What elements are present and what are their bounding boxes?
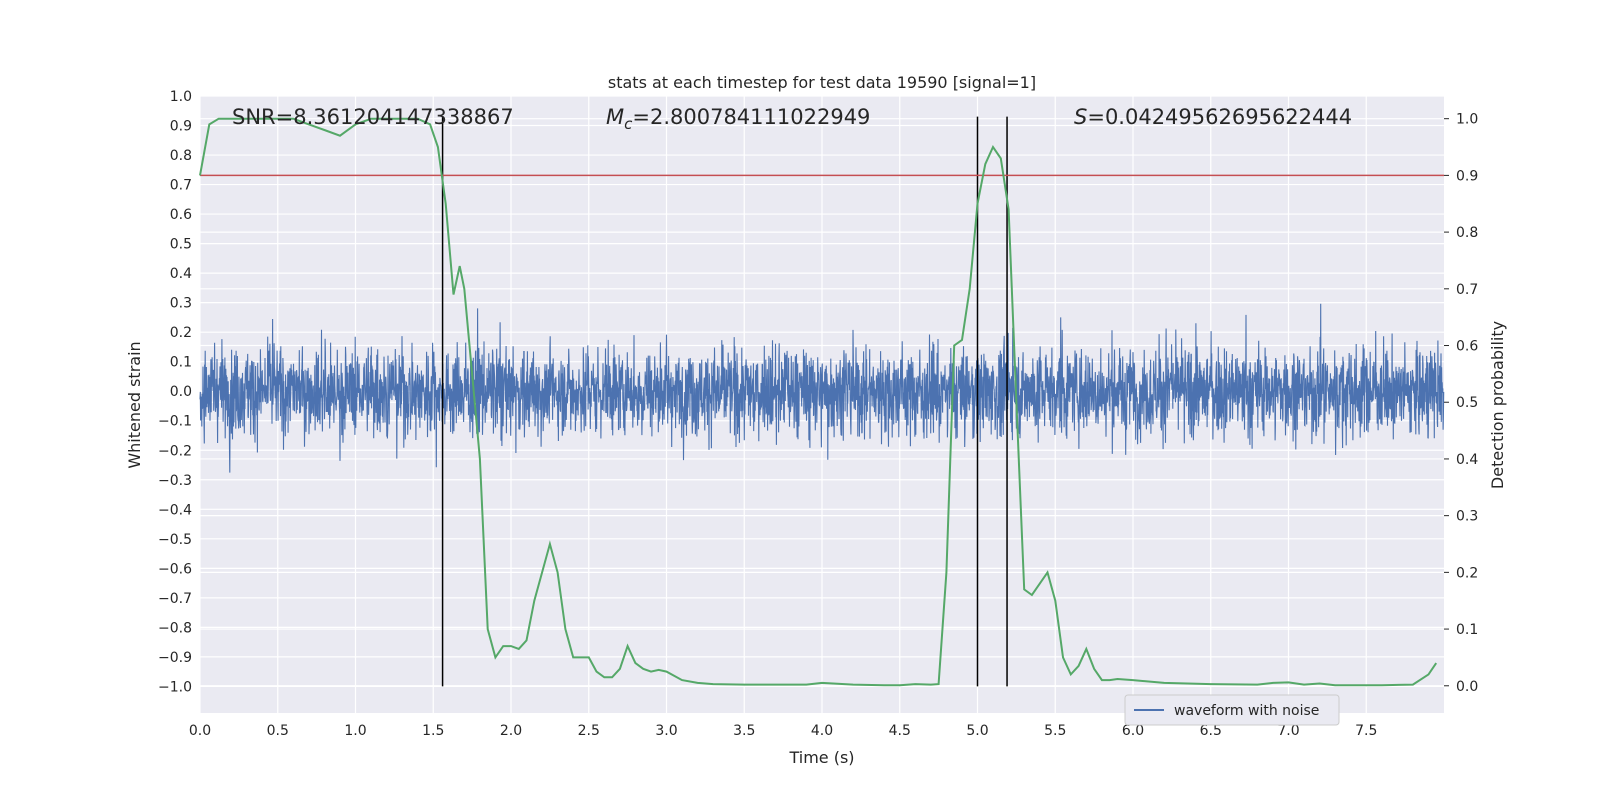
y-left-tick-label: −0.9 [158, 650, 192, 666]
x-tick-label: 3.0 [655, 723, 677, 739]
y-left-tick-labels: −1.0 −0.9 −0.8 −0.7 −0.6 −0.5 −0.4 −0.3 −0.2 −0.1… [158, 89, 192, 695]
x-tick-label: 5.0 [966, 723, 988, 739]
y-left-tick-label: 0.0 [170, 384, 192, 400]
y-left-tick-label: −0.8 [158, 620, 192, 636]
x-axis-label: Time (s) [788, 748, 854, 767]
y-left-tick-label: −0.5 [158, 532, 192, 548]
y-right-tick-label: 0.4 [1456, 452, 1478, 468]
x-tick-label: 6.0 [1122, 723, 1144, 739]
y-right-tick-label: 0.6 [1456, 339, 1478, 355]
x-tick-label: 0.0 [189, 723, 211, 739]
y-left-tick-label: −0.7 [158, 591, 192, 607]
x-tick-labels: 0.0 0.5 1.0 1.5 2.0 2.5 3.0 3.5 4.0 4.5 5.0 5.5 6.0 6… [189, 723, 1378, 739]
waveform-line [199, 303, 1445, 473]
y-left-tick-label: −0.4 [158, 502, 192, 518]
x-tick-label: 1.0 [344, 723, 366, 739]
mc-subscript: c [624, 115, 633, 133]
y-right-tick-label: 0.0 [1456, 679, 1478, 695]
y-right-tick-label: 0.7 [1456, 282, 1478, 298]
legend-box [1124, 694, 1340, 726]
y-left-tick-label: −0.2 [158, 443, 192, 459]
x-tick-label: 5.5 [1044, 723, 1066, 739]
x-tick-label: 7.5 [1355, 723, 1377, 739]
detection-probability-line [199, 117, 1438, 687]
mc-symbol: M [606, 105, 624, 129]
x-tick-label: 3.5 [733, 723, 755, 739]
y-left-tick-label: 0.9 [170, 119, 192, 135]
chart-title: stats at each timestep for test data 195… [608, 73, 1036, 92]
y-left-tick-label: 0.6 [170, 207, 192, 223]
x-tick-label: 2.0 [500, 723, 522, 739]
x-tick-label: 2.5 [578, 723, 600, 739]
y-left-tick-label: 0.5 [170, 237, 192, 253]
y-right-tick-label: 0.2 [1456, 565, 1478, 581]
y-left-tick-label: −1.0 [158, 679, 192, 695]
y-left-axis-label: Whitened strain [125, 341, 144, 468]
s-annotation: S=0.04249562695622444 [1074, 105, 1352, 129]
y-left-tick-label: −0.1 [158, 414, 192, 430]
y-right-tick-label: 0.3 [1456, 509, 1478, 525]
legend: waveform with noise [1124, 694, 1340, 726]
y-right-tick-label: 0.1 [1456, 622, 1478, 638]
y-left-tick-label: 1.0 [170, 89, 192, 105]
s-value: =0.04249562695622444 [1087, 105, 1352, 129]
x-tick-label: 0.5 [267, 723, 289, 739]
mc-annotation: Mc=2.800784111022949 [606, 105, 870, 133]
x-tick-label: 6.5 [1200, 723, 1222, 739]
y-right-tick-label: 0.8 [1456, 225, 1478, 241]
y-left-tick-label: 0.7 [170, 178, 192, 194]
y-left-tick-label: −0.6 [158, 561, 192, 577]
y-right-axis-label: Detection probability [1488, 321, 1507, 489]
y-left-tick-label: 0.4 [170, 266, 192, 282]
x-tick-label: 1.5 [422, 723, 444, 739]
y-right-tick-labels: 0.0 0.1 0.2 0.3 0.4 0.5 0.6 0.7 0.8 0.9 1.0 [1444, 112, 1478, 695]
snr-annotation: SNR=8.361204147338867 [232, 105, 514, 129]
x-tick-label: 4.5 [889, 723, 911, 739]
y-left-gridlines [200, 95, 1444, 688]
s-symbol: S [1074, 105, 1087, 129]
y-right-tick-label: 0.9 [1456, 168, 1478, 184]
y-left-tick-label: 0.1 [170, 355, 192, 371]
x-tick-label: 7.0 [1277, 723, 1299, 739]
y-left-tick-label: 0.3 [170, 296, 192, 312]
waveform-series [199, 303, 1445, 473]
mc-value: =2.800784111022949 [632, 105, 870, 129]
y-left-tick-label: 0.2 [170, 325, 192, 341]
y-right-tick-label: 1.0 [1456, 112, 1478, 128]
y-right-tick-label: 0.5 [1456, 395, 1478, 411]
y-left-tick-label: −0.3 [158, 473, 192, 489]
legend-label: waveform with noise [1174, 703, 1319, 719]
x-tick-label: 4.0 [811, 723, 833, 739]
y-left-tick-label: 0.8 [170, 148, 192, 164]
